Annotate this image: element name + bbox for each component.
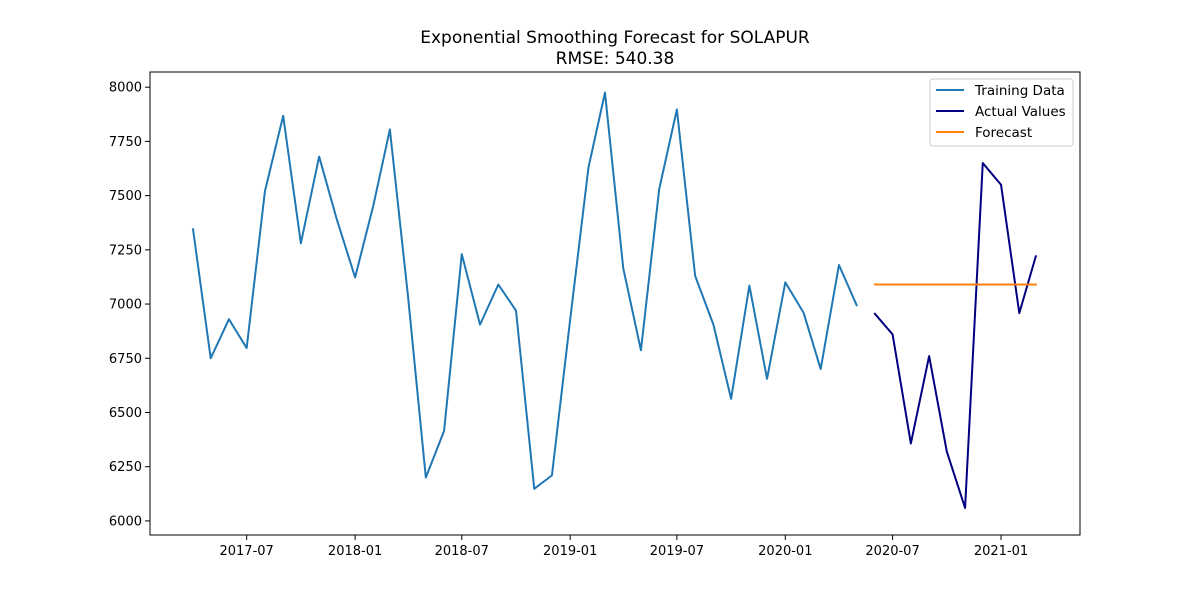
y-tick-label: 7250: [109, 243, 142, 258]
legend: Training Data Actual Values Forecast: [929, 78, 1074, 147]
series-line-actual-values: [873, 162, 1038, 509]
x-tick-label: 2020-07: [865, 544, 919, 559]
plot-area-frame: [149, 71, 1081, 536]
axis-ticks: 6000 6250 6500 6750 7000 7250 7500 7750 8000 2017…: [109, 81, 1028, 559]
legend-label-training-data: Training Data: [974, 83, 1065, 99]
y-tick-label: 6750: [109, 352, 142, 367]
legend-label-forecast: Forecast: [975, 125, 1032, 141]
y-tick-label: 7500: [109, 189, 142, 204]
x-tick-label: 2017-07: [219, 544, 273, 559]
y-tick-label: 6000: [109, 514, 142, 529]
chart-title: Exponential Smoothing Forecast for SOLAP…: [420, 28, 810, 48]
series-lines: [191, 91, 1038, 509]
y-tick-label: 6250: [109, 460, 142, 475]
legend-label-actual-values: Actual Values: [975, 104, 1066, 120]
y-tick-label: 8000: [109, 81, 142, 96]
x-tick-label: 2018-01: [328, 544, 382, 559]
x-tick-label: 2018-07: [435, 544, 489, 559]
y-tick-label: 7000: [109, 298, 142, 313]
y-tick-label: 7750: [109, 135, 142, 150]
y-tick-label: 6500: [109, 406, 142, 421]
legend-box: [929, 78, 1074, 147]
x-tick-label: 2019-07: [650, 544, 704, 559]
x-tick-label: 2019-01: [543, 544, 597, 559]
x-tick-label: 2020-01: [758, 544, 812, 559]
series-line-training-data: [191, 91, 858, 490]
x-tick-label: 2021-01: [974, 544, 1028, 559]
chart-subtitle: RMSE: 540.38: [556, 49, 675, 69]
